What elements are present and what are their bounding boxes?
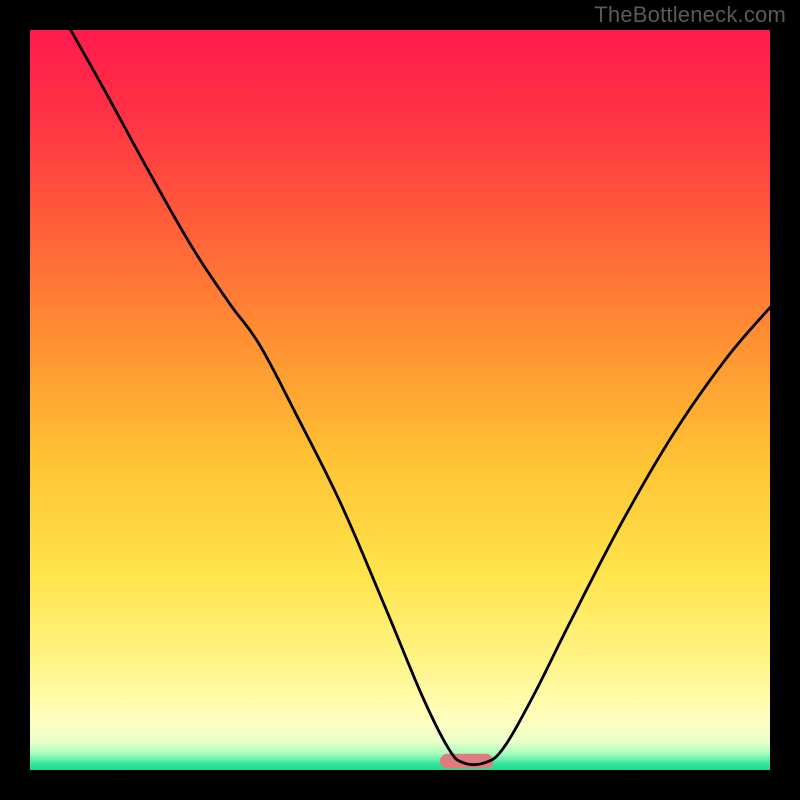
bottleneck-curve-chart: [0, 0, 800, 800]
plot-background: [30, 30, 770, 770]
bottleneck-chart-stage: TheBottleneck.com: [0, 0, 800, 800]
